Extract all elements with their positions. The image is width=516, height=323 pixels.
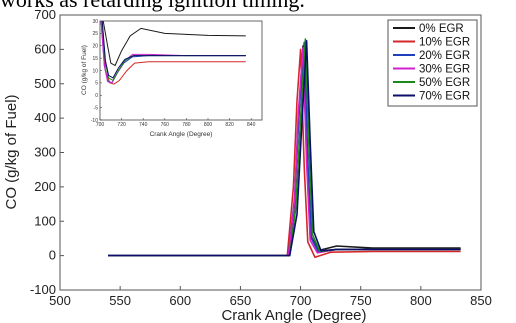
inset-y-axis-title: CO (g/kg of Fuel) bbox=[81, 45, 88, 95]
inset-series-line-10-egr bbox=[100, 21, 246, 85]
inset-chart: 700 720 740 760 780 800 820 840 -10 -5 0 5 10 15 20 25 3… bbox=[81, 19, 263, 138]
x-tick-label: 650 bbox=[230, 293, 252, 308]
y-tick-label: 100 bbox=[34, 213, 56, 228]
inset-x-tick-label: 760 bbox=[161, 122, 170, 128]
x-axis-title: Crank Angle (Degree) bbox=[221, 307, 366, 323]
x-tick-label: 600 bbox=[169, 293, 191, 308]
inset-x-tick-label: 820 bbox=[225, 122, 234, 128]
inset-y-tick-label: 15 bbox=[92, 56, 98, 62]
inset-x-tick-label: 740 bbox=[139, 122, 148, 128]
inset-series-line-70-egr bbox=[101, 21, 246, 79]
y-tick-label: 400 bbox=[34, 110, 56, 125]
inset-x-axis-title: Crank Angle (Degree) bbox=[150, 131, 213, 138]
tick-layer: 500 550 600 650 700 750 800 850-100010020030040… bbox=[30, 7, 492, 308]
y-tick-label: 700 bbox=[34, 7, 56, 22]
x-tick-label: 750 bbox=[350, 293, 372, 308]
legend-label: 10% EGR bbox=[419, 37, 470, 49]
y-tick-label: 600 bbox=[34, 41, 56, 56]
y-axis-title: CO (g/kg of Fuel) bbox=[3, 94, 20, 209]
inset-y-tick-label: 30 bbox=[92, 19, 98, 25]
y-tick-label: 200 bbox=[34, 179, 56, 194]
y-tick-label: 0 bbox=[49, 248, 56, 263]
y-tick-label: 300 bbox=[34, 145, 56, 160]
inset-y-tick-label: 5 bbox=[95, 81, 98, 87]
inset-x-tick-label: 780 bbox=[182, 122, 191, 128]
y-tick-label: -100 bbox=[30, 282, 56, 297]
legend-box bbox=[387, 19, 478, 107]
inset-x-tick-label: 800 bbox=[204, 122, 213, 128]
series-line-10-egr bbox=[108, 48, 461, 259]
inset-y-tick-label: 25 bbox=[92, 31, 98, 37]
legend-label: 70% EGR bbox=[419, 91, 470, 103]
series-line-70-egr bbox=[108, 39, 461, 257]
caption-text: works as retarding ignition timing. bbox=[0, 0, 305, 13]
inset-series bbox=[100, 21, 246, 85]
y-tick-label: 500 bbox=[34, 76, 56, 91]
inset-series-line-0-egr bbox=[102, 21, 246, 67]
x-tick-label: 550 bbox=[109, 293, 131, 308]
inset-x-tick-label: 700 bbox=[96, 122, 105, 128]
inset-y-tick-label: -10 bbox=[91, 118, 98, 124]
inset-y-tick-label: 0 bbox=[95, 93, 98, 99]
x-tick-label: 850 bbox=[470, 293, 492, 308]
inset-y-tick-label: 10 bbox=[92, 68, 98, 74]
inset-x-tick-label: 840 bbox=[247, 122, 256, 128]
inset-y-tick-label: 20 bbox=[92, 44, 98, 50]
series-layer bbox=[108, 38, 461, 259]
inset-x-tick-label: 720 bbox=[117, 122, 126, 128]
legend-label: 50% EGR bbox=[419, 77, 470, 89]
legend-label: 20% EGR bbox=[419, 50, 470, 62]
x-tick-label: 700 bbox=[290, 293, 312, 308]
x-tick-label: 800 bbox=[410, 293, 432, 308]
inset-y-tick-label: -5 bbox=[94, 105, 99, 111]
inset-ticks: 700 720 740 760 780 800 820 840 -10 -5 0 5 10 15 20 25 3… bbox=[91, 19, 256, 128]
legend-label: 30% EGR bbox=[419, 64, 470, 76]
x-tick-label: 500 bbox=[49, 293, 71, 308]
legend-label: 0% EGR bbox=[419, 23, 464, 35]
